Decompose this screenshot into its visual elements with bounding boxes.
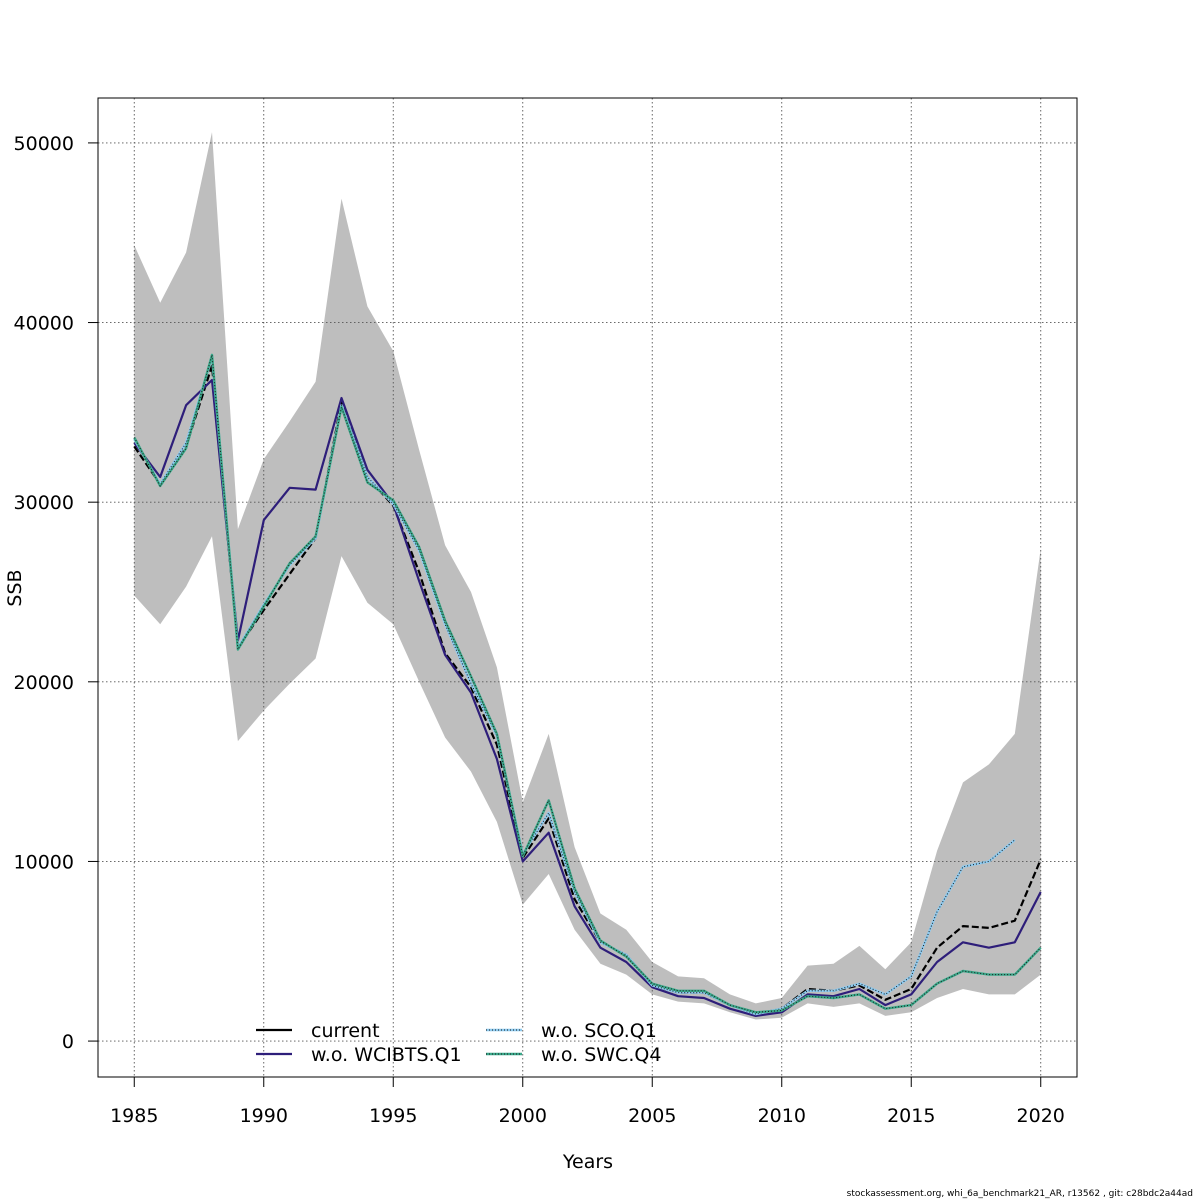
legend-label-1: w.o. WCIBTS.Q1: [311, 1044, 462, 1066]
x-axis-title: Years: [562, 1151, 613, 1173]
series-line-current: [133, 364, 1042, 1016]
x-tick-label-1990: 1990: [240, 1105, 288, 1127]
y-tick-label-50000: 50000: [14, 133, 74, 155]
series-layer: [133, 353, 1042, 1018]
series-line-1: [133, 378, 1042, 1018]
x-tick-label-2000: 2000: [499, 1105, 547, 1127]
legend-label-0: current: [311, 1020, 380, 1042]
x-axis: 1985 1990 1995 2000 2005 2010 2015 2020: [110, 1077, 1065, 1127]
legend-label-2: w.o. SCO.Q1: [541, 1020, 657, 1042]
y-axis-title: SSB: [4, 569, 26, 606]
series-line-3-dots: [133, 354, 1042, 1013]
confidence-band-layer: [134, 132, 1041, 1020]
y-tick-label-30000: 30000: [14, 492, 74, 514]
x-tick-label-1985: 1985: [110, 1105, 158, 1127]
footer-credit: stockassessment.org, whi_6a_benchmark21_…: [847, 1189, 1193, 1199]
y-tick-label-10000: 10000: [14, 851, 74, 873]
grid-layer: [98, 98, 1077, 1077]
confidence-band: [134, 132, 1041, 1020]
y-tick-label-0: 0: [62, 1031, 74, 1053]
y-tick-label-40000: 40000: [14, 313, 74, 335]
plot-frame: [97, 97, 1078, 1078]
x-tick-label-2005: 2005: [628, 1105, 676, 1127]
y-tick-label-20000: 20000: [14, 672, 74, 694]
x-tick-label-2010: 2010: [758, 1105, 806, 1127]
legend-label-3: w.o. SWC.Q4: [541, 1044, 661, 1066]
y-axis: 0 10000 20000 30000 40000 50000: [14, 133, 98, 1053]
x-tick-label-2020: 2020: [1017, 1105, 1065, 1127]
x-tick-label-2015: 2015: [887, 1105, 935, 1127]
x-tick-label-1995: 1995: [369, 1105, 417, 1127]
